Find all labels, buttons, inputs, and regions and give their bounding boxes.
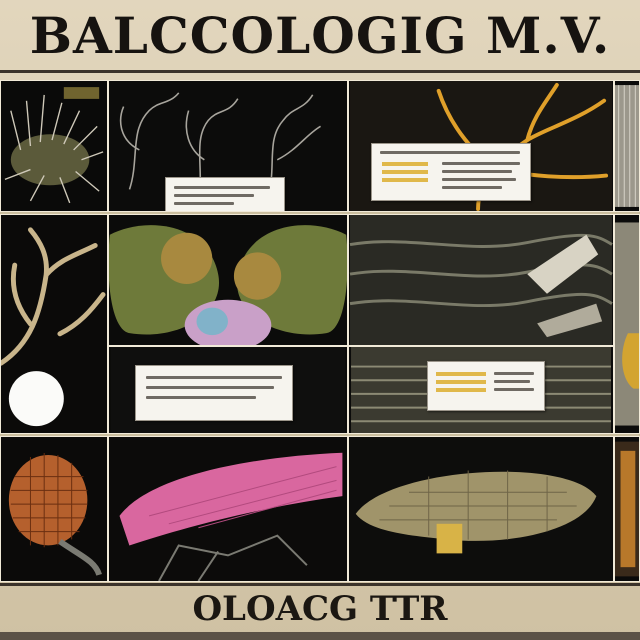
panel-edge-texture-right: [614, 80, 640, 212]
layered-ridges-image: [349, 215, 613, 345]
panel-edge-corner-right: [614, 436, 640, 582]
bottom-border: [0, 632, 640, 640]
orange-lattice-image: [1, 437, 107, 581]
moss-clusters-image: [109, 215, 347, 345]
edge-corner-image: [615, 441, 639, 577]
specimen-caption-card: [135, 365, 293, 421]
poster-title: BALCCOLOGIG M.V.: [29, 5, 611, 65]
panel-branching-filaments: [108, 80, 348, 212]
panel-dark-specimen-label: [108, 346, 348, 434]
panel-orange-network: [348, 80, 614, 212]
poster-footer: OLOACG TTR: [192, 589, 448, 629]
panel-fan-specimen: [348, 436, 614, 582]
panel-pink-wing: [108, 436, 348, 582]
title-divider: [0, 70, 640, 73]
spiky-specimen-image: [1, 81, 107, 211]
data-table-card: [371, 143, 531, 201]
data-chart-card: [427, 361, 545, 411]
footer-divider: [0, 583, 640, 586]
pink-wing-image: [109, 437, 347, 581]
coral-branches-image: [1, 216, 107, 432]
panel-spiky-specimen: [0, 80, 108, 212]
panel-orange-lattice: [0, 436, 108, 582]
panel-edge-strip-right: [614, 214, 640, 434]
panel-coral-branches: [0, 214, 108, 434]
edge-texture-image: [615, 85, 639, 207]
specimen-grid: [0, 80, 640, 582]
edge-strip-image: [615, 222, 639, 426]
panel-layered-ridges: [348, 214, 614, 346]
fan-specimen-image: [349, 437, 613, 581]
specimen-label-card: [165, 177, 285, 211]
panel-striated-fossil: [348, 346, 614, 434]
panel-moss-clusters: [108, 214, 348, 346]
